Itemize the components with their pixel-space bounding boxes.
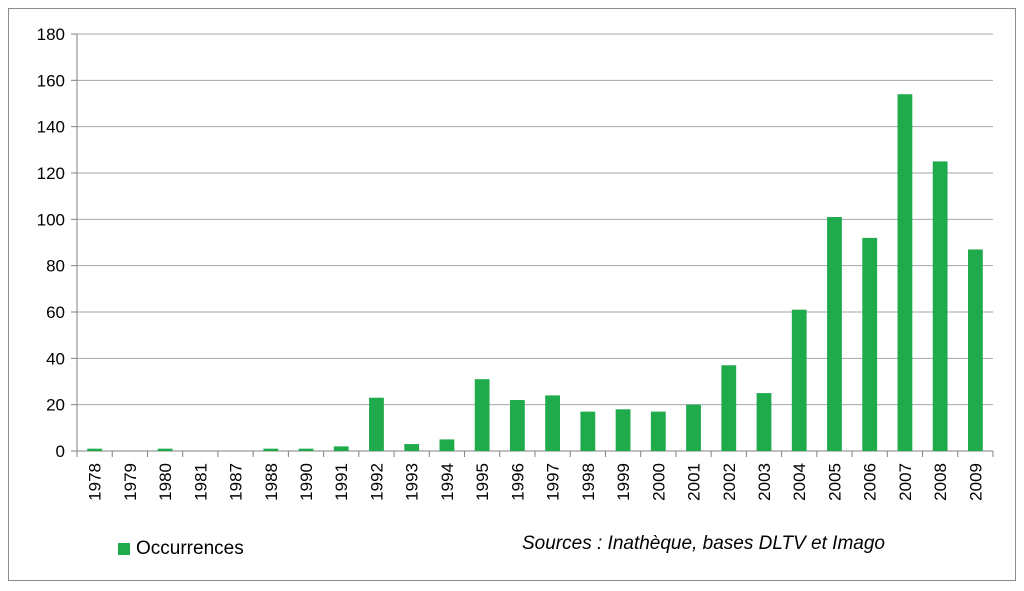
bar xyxy=(545,395,561,451)
bar xyxy=(721,365,737,451)
y-tick-label: 120 xyxy=(37,164,65,183)
y-tick-label: 140 xyxy=(37,118,65,137)
bar xyxy=(404,444,420,451)
bar xyxy=(827,217,842,451)
x-tick-label: 1980 xyxy=(156,463,175,501)
x-tick-label: 1997 xyxy=(544,463,563,501)
x-tick-label: 1991 xyxy=(332,463,351,501)
legend-swatch xyxy=(118,543,130,555)
y-tick-label: 80 xyxy=(46,257,65,276)
x-tick-label: 1995 xyxy=(473,463,492,501)
x-tick-label: 1990 xyxy=(297,463,316,501)
bar xyxy=(791,309,807,451)
x-tick-label: 1978 xyxy=(86,463,105,501)
bar xyxy=(756,393,772,451)
x-tick-label: 1988 xyxy=(262,463,281,501)
y-tick-label: 20 xyxy=(46,396,65,415)
x-tick-label: 1979 xyxy=(121,463,140,501)
x-tick-label: 1999 xyxy=(614,463,633,501)
x-tick-label: 2005 xyxy=(825,463,844,501)
bar xyxy=(263,448,279,451)
bar xyxy=(439,439,455,451)
bar xyxy=(298,448,314,451)
bar xyxy=(580,411,596,451)
x-tick-label: 2008 xyxy=(931,463,950,501)
legend-label: Occurrences xyxy=(136,538,244,559)
bar xyxy=(87,448,103,451)
y-tick-label: 40 xyxy=(46,349,65,368)
x-tick-label: 2000 xyxy=(649,463,668,501)
x-tick-label: 1987 xyxy=(227,463,246,501)
bar xyxy=(157,448,173,451)
x-tick-label: 1994 xyxy=(438,463,457,501)
x-tick-label: 2003 xyxy=(755,463,774,501)
y-tick-label: 0 xyxy=(56,442,65,461)
y-tick-label: 100 xyxy=(37,210,65,229)
bar xyxy=(369,397,384,451)
bar xyxy=(509,400,525,451)
source-note: Sources : Inathèque, bases DLTV et Imago xyxy=(522,533,885,554)
chart-frame xyxy=(8,8,1016,581)
y-tick-label: 180 xyxy=(37,25,65,44)
bar xyxy=(333,446,349,451)
x-tick-label: 1993 xyxy=(403,463,422,501)
y-tick-label: 160 xyxy=(37,71,65,90)
x-tick-label: 1998 xyxy=(579,463,598,501)
x-tick-label: 2007 xyxy=(896,463,915,501)
bar xyxy=(686,404,701,451)
x-tick-label: 1996 xyxy=(508,463,527,501)
x-tick-label: 2004 xyxy=(790,463,809,501)
x-tick-label: 2009 xyxy=(966,463,985,501)
legend: Occurrences xyxy=(118,538,244,560)
bar xyxy=(650,411,666,451)
bar xyxy=(967,249,983,451)
y-tick-label: 60 xyxy=(46,303,65,322)
bar xyxy=(897,94,913,451)
x-tick-label: 2001 xyxy=(685,463,704,501)
x-tick-label: 1992 xyxy=(367,463,386,501)
x-tick-label: 2002 xyxy=(720,463,739,501)
x-tick-label: 2006 xyxy=(861,463,880,501)
bar xyxy=(862,237,878,451)
bar xyxy=(932,161,948,451)
x-tick-label: 1981 xyxy=(191,463,210,501)
bar xyxy=(474,379,490,451)
bar xyxy=(615,409,631,451)
